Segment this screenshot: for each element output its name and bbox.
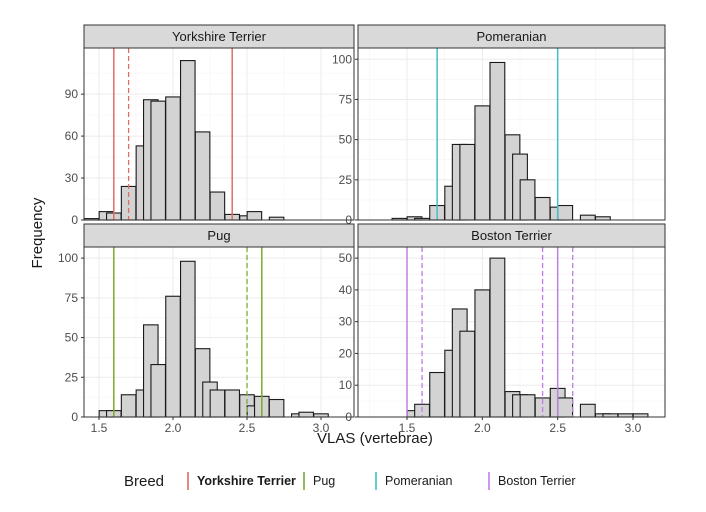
legend-label: Boston Terrier [498,474,576,488]
x-tick-label: 2.0 [474,421,491,435]
histogram-bar [579,214,596,221]
histogram-bar [519,394,536,418]
histogram-bar [165,295,181,418]
histogram-bar [489,61,506,221]
y-tick-label: 60 [65,129,79,143]
y-tick-label: 25 [65,370,79,384]
y-tick-label: 0 [71,213,78,227]
panel-boston-terrier: Boston Terrier 0 10 20 30 40 50 1.5 2.0 2.5 3.0 [339,223,666,435]
facet-title: Pomeranian [476,29,546,44]
y-tick-label: 40 [339,283,353,297]
y-tick-label: 10 [339,378,353,392]
histogram-bar [209,389,226,418]
panel-yorkshire-terrier: Yorkshire Terrier 0 30 60 90 [65,24,355,227]
panel-background [83,246,355,418]
y-tick-label: 90 [65,87,79,101]
histogram-bar [534,196,551,221]
histogram-bar [268,398,285,418]
panel-pomeranian: Pomeranian 0 25 50 75 100 [332,24,666,227]
histogram-bar [557,204,574,221]
histogram-bar [429,371,446,418]
legend: Breed Yorkshire Terrier Pug Pomeranian Bost… [124,472,576,490]
y-axis-title: Frequency [29,197,46,268]
histogram-bar [579,403,596,418]
panel-border [83,47,355,221]
histogram-bar [165,96,181,221]
bars [391,61,611,221]
x-tick-label: 2.5 [239,421,256,435]
panel-border [83,246,355,418]
panels-layer: Yorkshire Terrier 0 30 60 90 Pomeranian 0 25 50 7… [58,24,666,435]
histogram-bar [459,330,476,418]
y-tick-label: 75 [65,291,79,305]
histogram-bar [179,260,196,418]
histogram-bar [194,131,211,221]
x-tick-label: 2.5 [549,421,566,435]
histogram-bar [557,397,574,418]
histogram-bar [150,364,167,418]
y-tick-label: 30 [339,315,353,329]
x-axis-title: VLAS (vertebrae) [317,430,433,447]
y-tick-label: 100 [332,52,352,66]
y-tick-label: 30 [65,171,79,185]
histogram-bar [179,60,196,221]
histogram-bar [519,179,536,221]
histogram-bar [474,105,491,221]
legend-label: Pomeranian [385,474,452,488]
histogram-bar [246,211,263,221]
y-tick-label: 20 [339,346,353,360]
x-tick-label: 3.0 [313,421,330,435]
y-tick-label: 75 [339,92,353,106]
facet-title: Boston Terrier [471,228,552,243]
histogram-bar [298,411,315,418]
y-tick-label: 25 [339,173,353,187]
histogram-bar [459,143,476,221]
y-tick-label: 0 [345,213,352,227]
x-tick-label: 3.0 [625,421,642,435]
panel-background [357,246,666,418]
legend-label: Pug [313,474,335,488]
x-tick-label: 1.5 [399,421,416,435]
y-tick-label: 50 [65,331,79,345]
panel-border [357,246,666,418]
y-tick-label: 0 [71,410,78,424]
x-tick-label: 1.5 [91,421,108,435]
histogram-bar [120,394,137,418]
y-tick-label: 50 [339,251,353,265]
histogram-bar [150,100,167,221]
y-tick-label: 100 [58,251,78,265]
bars [98,260,329,418]
legend-title: Breed [124,473,164,490]
legend-label: Yorkshire Terrier [197,474,296,488]
histogram-bar [474,289,491,418]
facet-title: Pug [207,228,230,243]
x-tick-label: 2.0 [165,421,182,435]
histogram-bar [224,389,241,418]
histogram-bar [209,191,226,221]
facet-title: Yorkshire Terrier [172,29,267,44]
histogram-bar [489,257,506,418]
y-tick-label: 50 [339,133,353,147]
panel-border [357,47,666,221]
y-tick-label: 0 [345,410,352,424]
